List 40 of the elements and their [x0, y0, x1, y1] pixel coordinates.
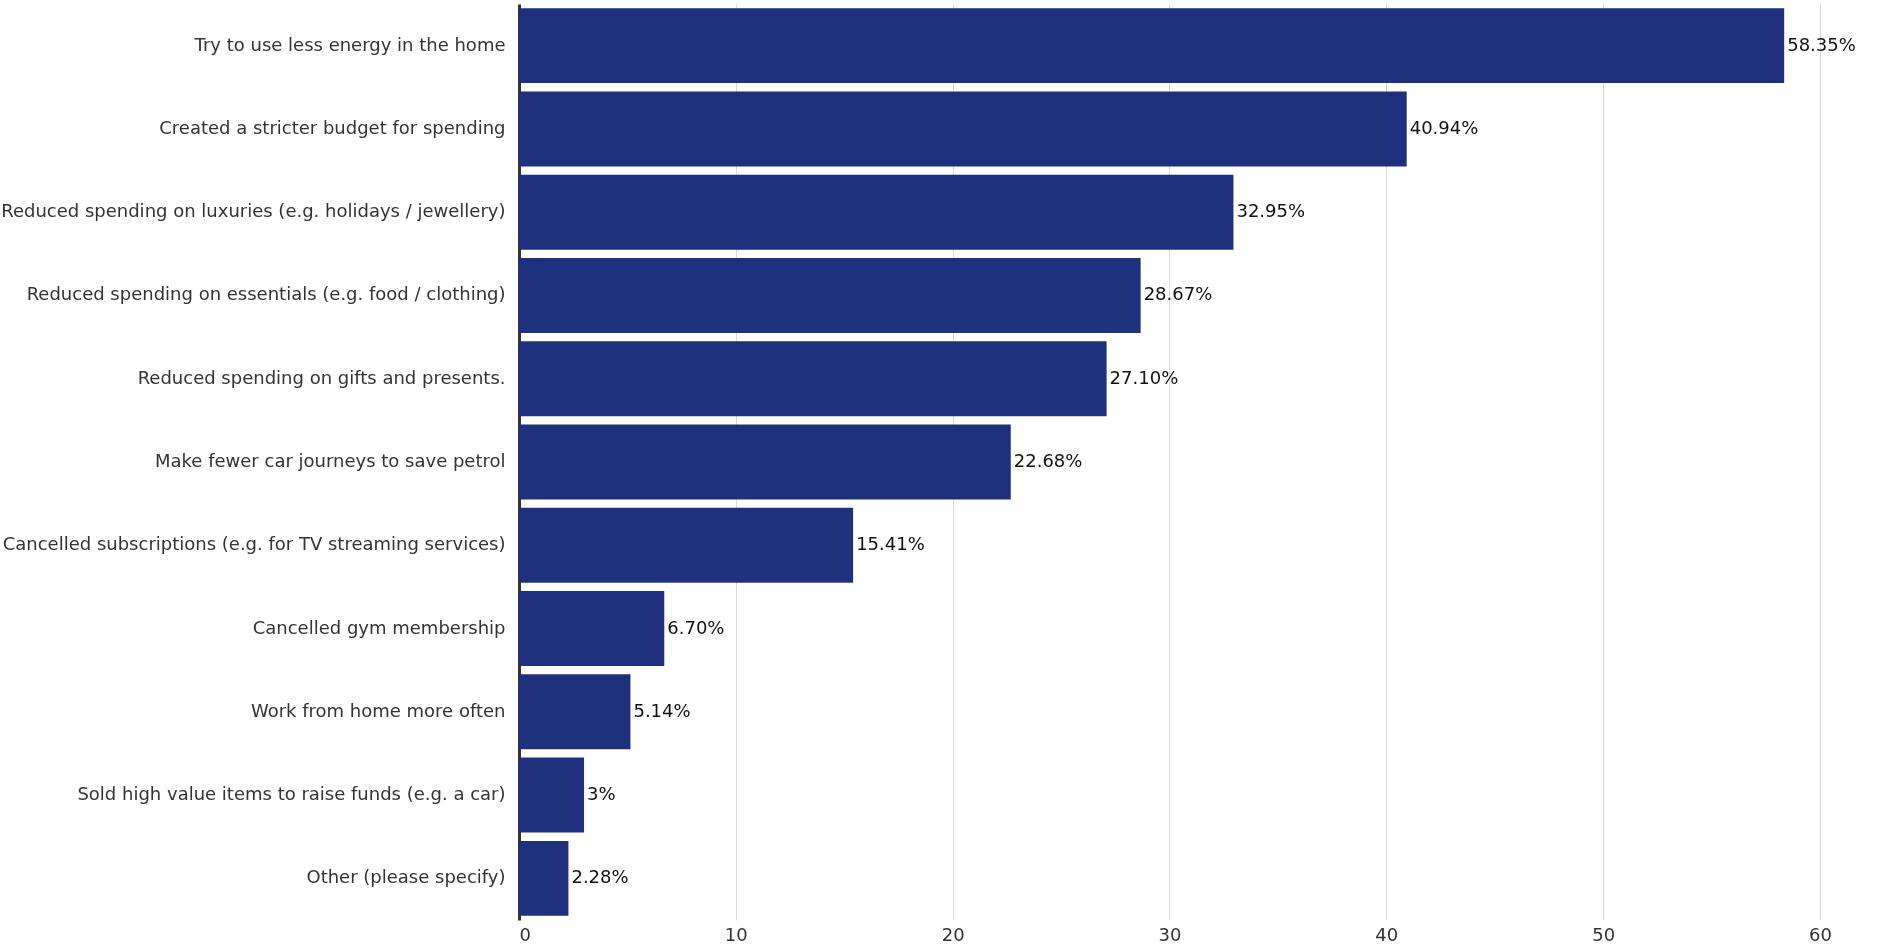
data-label: 15.41%: [856, 533, 925, 555]
y-tick-label: Created a stricter budget for spending: [159, 116, 506, 138]
y-tick-label: Reduced spending on essentials (e.g. food / clothing): [26, 283, 506, 305]
x-tick-label: 0: [519, 923, 531, 945]
bar: [519, 8, 1785, 84]
bar: [519, 341, 1107, 417]
x-tick-label: 50: [1592, 923, 1616, 945]
data-label: 32.95%: [1236, 200, 1306, 222]
x-tick-label: 40: [1375, 923, 1399, 945]
y-tick-label: Cancelled gym membership: [252, 616, 506, 638]
bar: [519, 257, 1141, 333]
bar: [519, 591, 665, 667]
data-label: 28.67%: [1143, 283, 1213, 305]
y-tick-label: Try to use less energy in the home: [193, 33, 506, 55]
bar: [519, 174, 1234, 250]
bar: [519, 424, 1011, 500]
bar: [519, 507, 854, 583]
bar: [519, 91, 1407, 167]
y-tick-label: Cancelled subscriptions (e.g. for TV streaming services): [2, 533, 506, 555]
x-tick-label: 20: [941, 923, 965, 945]
data-label: 40.94%: [1409, 116, 1479, 138]
y-tick-label: Reduced spending on luxuries (e.g. holidays / jewellery): [1, 200, 506, 222]
data-label: 3%: [587, 783, 616, 805]
bar: [519, 674, 631, 750]
x-tick-label: 30: [1158, 923, 1182, 945]
y-tick-label: Make fewer car journeys to save petrol: [155, 450, 506, 471]
data-label: 2.28%: [571, 866, 629, 888]
y-tick-label: Sold high value items to raise funds (e.g. a car): [77, 783, 506, 805]
data-label: 27.10%: [1109, 366, 1179, 388]
y-tick-label: Work from home more often: [250, 699, 506, 721]
y-tick-label: Reduced spending on gifts and presents.: [137, 366, 506, 388]
x-tick-label: 60: [1809, 923, 1832, 945]
bar: [519, 840, 569, 916]
data-label: 58.35%: [1787, 33, 1856, 55]
data-label: 22.68%: [1013, 450, 1083, 471]
bar: [519, 757, 585, 833]
data-label: 5.14%: [633, 699, 691, 721]
data-label: 6.70%: [667, 616, 725, 638]
y-tick-label: Other (please specify): [306, 866, 506, 888]
x-tick-label: 10: [724, 923, 748, 945]
